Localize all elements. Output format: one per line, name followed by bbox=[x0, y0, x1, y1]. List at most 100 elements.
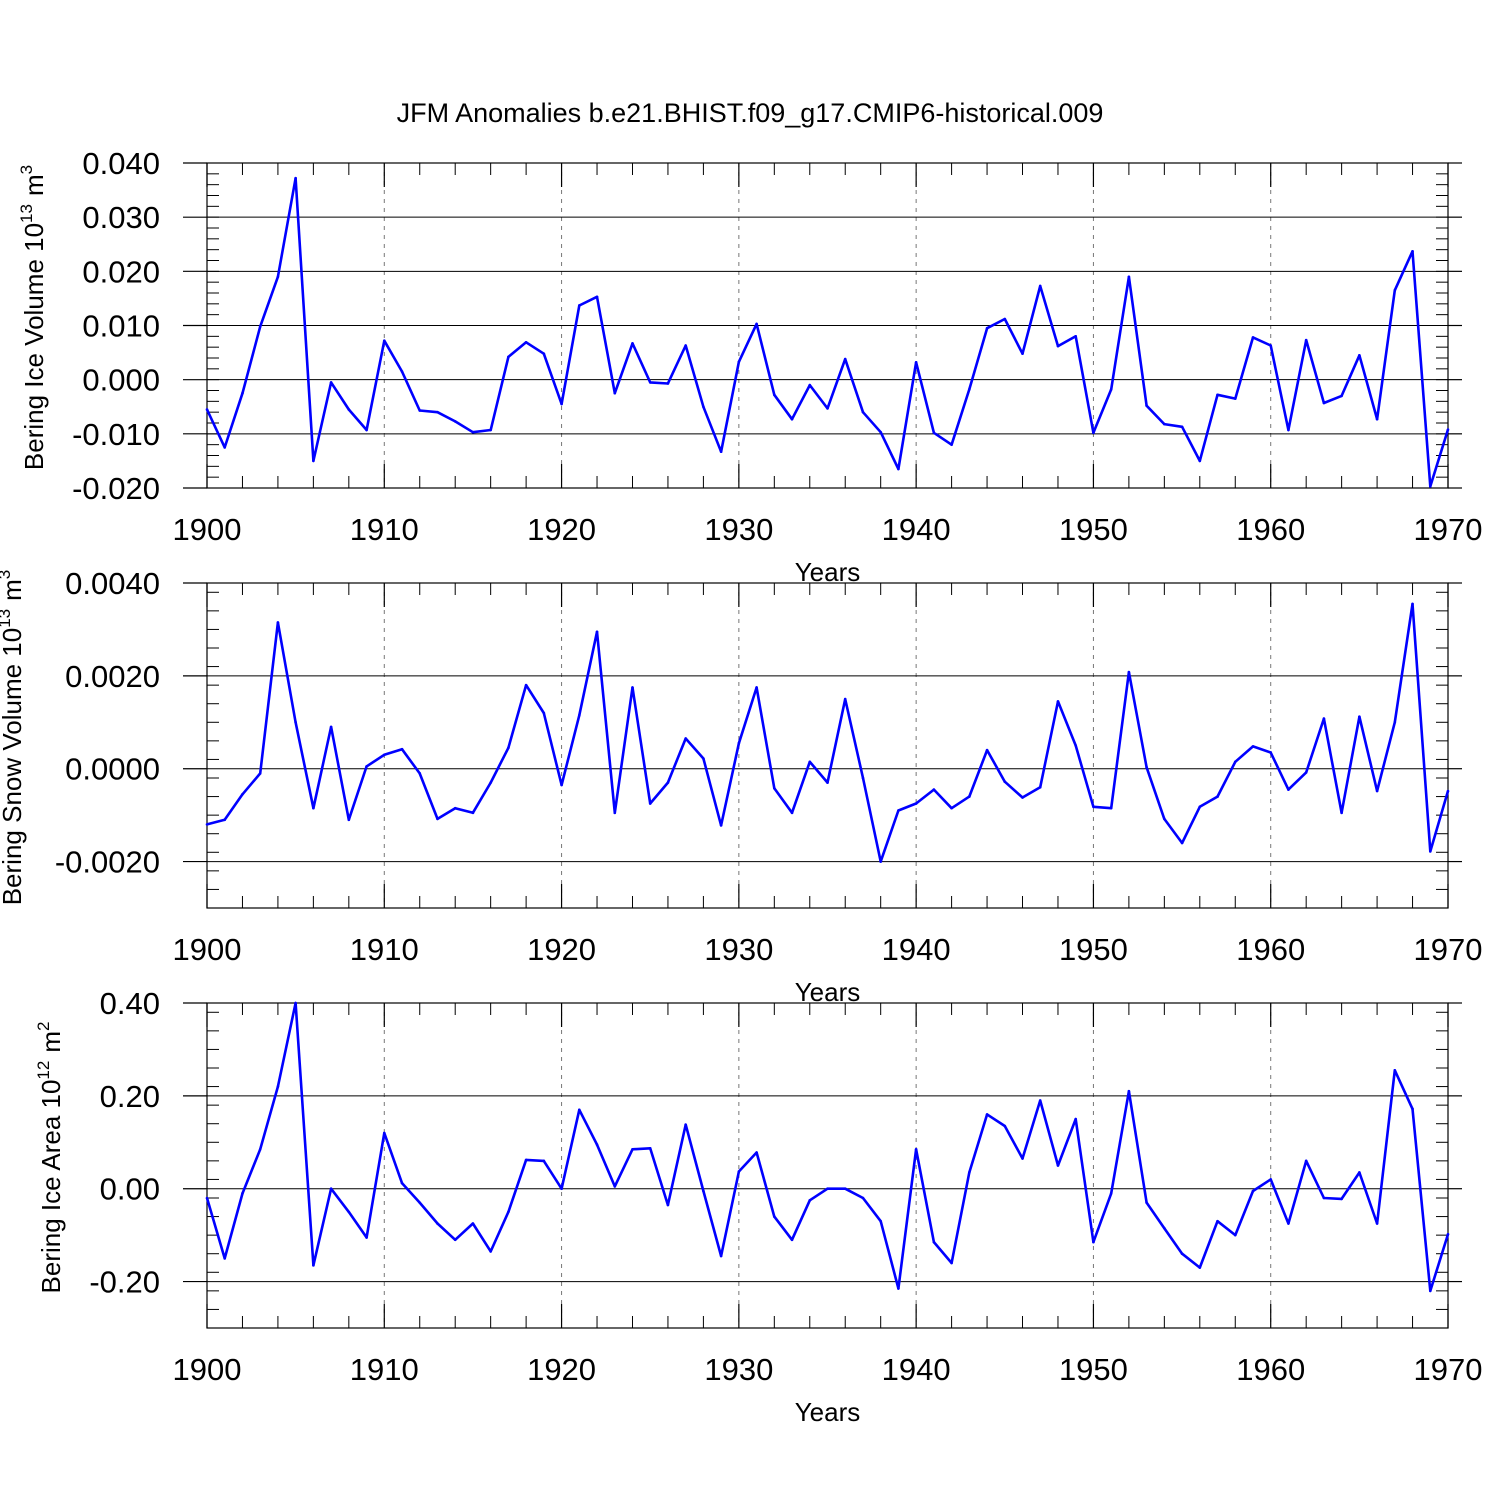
data-point bbox=[684, 344, 687, 347]
data-series-line bbox=[205, 176, 1450, 488]
data-point bbox=[294, 720, 297, 724]
data-point bbox=[1411, 249, 1414, 253]
data-point bbox=[773, 1215, 776, 1218]
data-point bbox=[1287, 428, 1290, 432]
data-point bbox=[719, 450, 723, 454]
data-point bbox=[897, 1287, 900, 1290]
data-point bbox=[560, 1187, 563, 1191]
data-point bbox=[1340, 1197, 1343, 1201]
data-point bbox=[578, 304, 581, 307]
data-point bbox=[436, 410, 439, 414]
x-tick-label: 1930 bbox=[704, 1352, 773, 1387]
y-axis-label: Bering Ice Volume 1013 m3 bbox=[17, 165, 49, 470]
y-axis-label-exponent: 12 bbox=[34, 1061, 53, 1080]
data-point bbox=[453, 1238, 457, 1242]
data-point bbox=[808, 760, 812, 764]
x-tick-label: 1900 bbox=[173, 512, 242, 547]
x-tick-label: 1970 bbox=[1414, 1352, 1483, 1387]
y-axis-label-text: Bering Ice Area 10 bbox=[36, 1080, 66, 1294]
data-point bbox=[932, 1240, 936, 1244]
y-axis-label-text: Bering Ice Volume 10 bbox=[19, 223, 49, 470]
data-point bbox=[382, 1131, 386, 1135]
data-point bbox=[861, 410, 865, 414]
data-point bbox=[453, 420, 457, 423]
data-point bbox=[702, 757, 705, 760]
data-point bbox=[843, 1187, 847, 1191]
data-point bbox=[790, 811, 794, 815]
y-axis-label-unit: m bbox=[0, 579, 27, 601]
data-point bbox=[1393, 720, 1397, 724]
x-tick-label: 1960 bbox=[1236, 512, 1305, 547]
data-point bbox=[613, 1185, 617, 1188]
data-point bbox=[702, 1189, 705, 1193]
data-point bbox=[843, 357, 847, 361]
data-point bbox=[897, 467, 900, 471]
x-tick-label: 1910 bbox=[350, 512, 419, 547]
data-point bbox=[1074, 1117, 1077, 1121]
data-point bbox=[879, 860, 882, 863]
y-tick-label: 0.0000 bbox=[65, 752, 160, 787]
data-point bbox=[241, 1192, 244, 1195]
y-tick-label: -0.0020 bbox=[55, 845, 160, 880]
y-axis-label-exponent: 13 bbox=[17, 204, 36, 223]
data-point bbox=[1021, 1157, 1024, 1160]
data-point bbox=[1322, 717, 1326, 720]
data-point bbox=[1446, 789, 1450, 793]
data-point bbox=[1127, 1089, 1131, 1093]
data-point bbox=[524, 1158, 528, 1162]
data-point bbox=[241, 391, 244, 395]
x-tick-label: 1960 bbox=[1236, 932, 1305, 967]
data-point bbox=[1092, 431, 1095, 435]
data-point bbox=[684, 1123, 687, 1126]
data-point bbox=[1216, 795, 1219, 798]
data-point bbox=[578, 1108, 581, 1112]
y-axis-label-text: Bering Snow Volume 10 bbox=[0, 628, 27, 906]
data-point bbox=[1322, 1196, 1326, 1200]
data-point bbox=[258, 325, 262, 328]
data-point bbox=[365, 428, 368, 432]
data-point bbox=[737, 741, 741, 745]
data-point bbox=[1198, 459, 1202, 463]
data-point bbox=[648, 381, 652, 384]
data-point bbox=[773, 786, 776, 790]
x-tick-label: 1970 bbox=[1414, 512, 1483, 547]
y-tick-label: 0.20 bbox=[100, 1079, 160, 1114]
chart-panel-1: -0.020 -0.010 0.000 0.010 0.020 0.030 0.040 190… bbox=[17, 146, 1482, 587]
data-point bbox=[560, 783, 563, 787]
data-point bbox=[808, 1199, 812, 1202]
y-tick-label: 0.030 bbox=[82, 200, 160, 235]
data-point bbox=[1322, 401, 1326, 405]
y-tick-label: 0.010 bbox=[82, 309, 160, 344]
data-point bbox=[400, 1181, 404, 1185]
data-point bbox=[418, 1201, 422, 1204]
data-point bbox=[1358, 715, 1361, 719]
data-point bbox=[648, 802, 652, 805]
data-point bbox=[489, 1250, 492, 1253]
data-point bbox=[826, 781, 829, 784]
data-point bbox=[365, 1236, 368, 1239]
data-point bbox=[507, 746, 510, 750]
y-axis-label-unit-exponent: 3 bbox=[17, 165, 36, 174]
chart-panel-2: -0.0020 0.0000 0.0020 0.0040 1900 1910 1920 193… bbox=[0, 566, 1482, 1007]
data-point bbox=[1127, 275, 1131, 279]
data-point bbox=[1180, 841, 1184, 845]
data-point bbox=[897, 809, 900, 812]
x-axis-label: Years bbox=[795, 1397, 861, 1427]
x-tick-label: 1950 bbox=[1059, 512, 1128, 547]
data-point bbox=[418, 409, 422, 412]
data-point bbox=[914, 1147, 918, 1151]
data-point bbox=[276, 621, 280, 624]
data-point bbox=[294, 1001, 297, 1005]
data-point bbox=[985, 748, 989, 752]
data-point bbox=[1038, 1099, 1042, 1102]
data-point bbox=[737, 360, 741, 364]
data-point bbox=[542, 1159, 546, 1163]
data-point bbox=[382, 753, 386, 757]
data-point bbox=[312, 806, 315, 810]
data-point bbox=[1375, 789, 1379, 793]
y-tick-label: -0.020 bbox=[72, 471, 160, 506]
data-point bbox=[1056, 344, 1060, 348]
data-point bbox=[843, 697, 847, 701]
data-point bbox=[471, 811, 475, 815]
data-point bbox=[1163, 817, 1166, 821]
